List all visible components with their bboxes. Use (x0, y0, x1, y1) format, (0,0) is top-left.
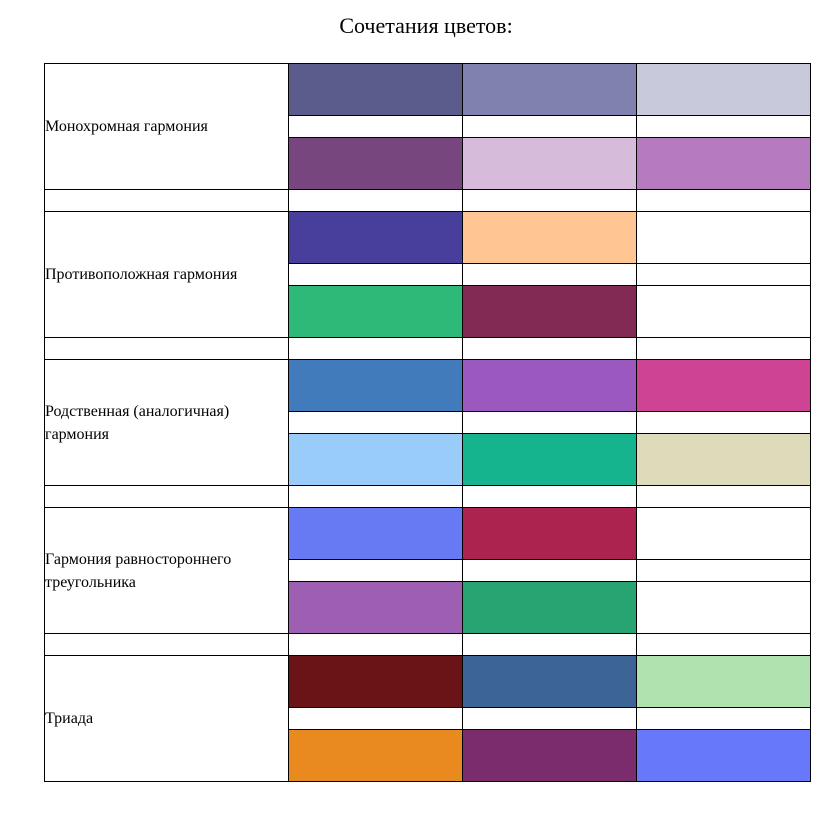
harmony-label-text: Гармония равностороннего треугольника (45, 550, 232, 591)
empty-cell (636, 707, 811, 730)
color-swatch (462, 581, 637, 634)
harmony-label: Родственная (аналогичная) гармония (44, 359, 289, 486)
color-swatch (288, 137, 463, 190)
table-row (45, 559, 811, 582)
empty-cell (462, 189, 637, 212)
table-body: Монохромная гармония Противоположная гарм… (44, 63, 811, 782)
empty-cell (288, 263, 463, 286)
table-row: Родственная (аналогичная) гармония (44, 359, 811, 486)
color-swatch (288, 211, 463, 264)
table-row: Гармония равностороннего треугольника (44, 507, 811, 634)
color-swatch (288, 655, 463, 708)
empty-cell (636, 263, 811, 286)
empty-cell (288, 189, 463, 212)
color-swatch (636, 507, 811, 560)
empty-cell (288, 337, 463, 360)
table-row (44, 189, 811, 212)
color-swatch (288, 507, 463, 560)
empty-cell (636, 115, 811, 138)
color-swatch (636, 581, 811, 634)
empty-cell (462, 115, 637, 138)
color-swatch (462, 507, 637, 560)
harmony-label: Триада (44, 655, 289, 782)
color-swatch (636, 359, 811, 412)
color-swatch (462, 63, 637, 116)
empty-cell (462, 633, 637, 656)
harmony-label: Монохромная гармония (44, 63, 289, 190)
color-swatch (636, 433, 811, 486)
empty-cell (636, 633, 811, 656)
empty-cell (636, 189, 811, 212)
empty-cell (462, 337, 637, 360)
table-row (45, 137, 811, 190)
empty-cell (462, 411, 637, 434)
empty-cell (462, 707, 637, 730)
table-row (45, 581, 811, 634)
table-row (45, 285, 811, 338)
color-swatch (462, 137, 637, 190)
color-swatch (462, 433, 637, 486)
color-swatch (288, 359, 463, 412)
color-swatch (288, 285, 463, 338)
color-swatch (288, 63, 463, 116)
color-harmony-table: Монохромная гармония Противоположная гарм… (44, 63, 811, 782)
empty-cell (44, 189, 289, 212)
table-row: Противоположная гармония (44, 211, 811, 338)
table-row (44, 633, 811, 656)
page-title: Сочетания цветов: (339, 13, 513, 38)
empty-cell (44, 633, 289, 656)
color-swatch (636, 655, 811, 708)
empty-cell (44, 337, 289, 360)
table-row (45, 729, 811, 782)
empty-cell (288, 411, 463, 434)
empty-cell (288, 485, 463, 508)
table-row (45, 411, 811, 434)
empty-cell (636, 337, 811, 360)
empty-cell (288, 707, 463, 730)
empty-cell (462, 559, 637, 582)
harmony-label-text: Противоположная гармония (45, 266, 238, 283)
empty-cell (462, 263, 637, 286)
color-swatch (636, 63, 811, 116)
harmony-label: Противоположная гармония (44, 211, 289, 338)
table-row (45, 433, 811, 486)
color-swatch (636, 729, 811, 782)
harmony-label-text: Родственная (аналогичная) гармония (45, 402, 230, 443)
color-swatch (636, 285, 811, 338)
color-swatch (636, 137, 811, 190)
color-swatch (288, 729, 463, 782)
table-row (44, 485, 811, 508)
color-swatch (462, 285, 637, 338)
table-row (45, 115, 811, 138)
color-swatch (636, 211, 811, 264)
table-row: Триада (44, 655, 811, 782)
harmony-label-text: Триада (45, 710, 94, 727)
empty-cell (44, 485, 289, 508)
color-swatch (462, 211, 637, 264)
table-row (45, 707, 811, 730)
empty-cell (288, 115, 463, 138)
empty-cell (636, 411, 811, 434)
table-row (44, 337, 811, 360)
harmony-label-text: Монохромная гармония (45, 118, 208, 135)
table-row: Монохромная гармония (44, 63, 811, 190)
color-swatch (288, 581, 463, 634)
empty-cell (636, 485, 811, 508)
color-swatch (288, 433, 463, 486)
harmony-label: Гармония равностороннего треугольника (44, 507, 289, 634)
color-swatch (462, 359, 637, 412)
empty-cell (462, 485, 637, 508)
empty-cell (636, 559, 811, 582)
color-swatch (462, 729, 637, 782)
color-swatch (462, 655, 637, 708)
empty-cell (288, 633, 463, 656)
empty-cell (288, 559, 463, 582)
